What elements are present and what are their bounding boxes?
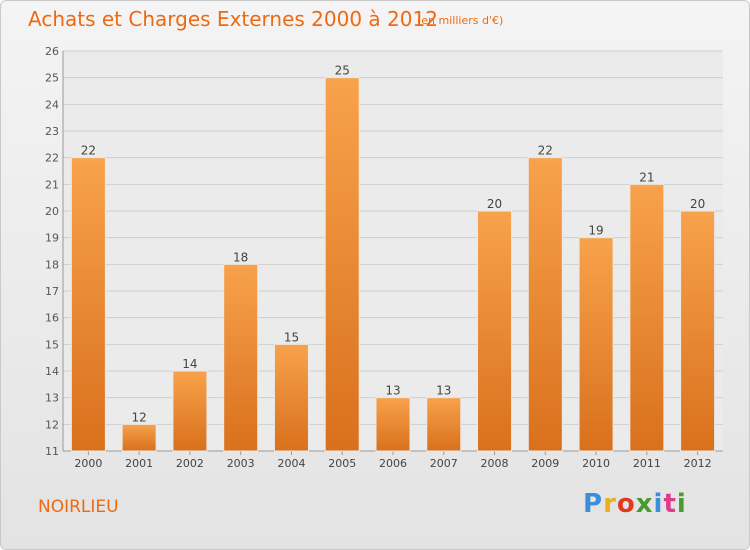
y-tick-label: 23 xyxy=(45,125,59,138)
bars xyxy=(70,77,716,452)
value-label: 15 xyxy=(284,330,299,344)
value-label: 14 xyxy=(182,357,197,371)
y-tick-label: 21 xyxy=(45,178,59,191)
y-tick-label: 11 xyxy=(45,445,59,458)
y-tick-label: 24 xyxy=(45,98,59,111)
y-tick-label: 19 xyxy=(45,232,59,245)
value-label: 25 xyxy=(335,64,350,78)
y-tick-label: 25 xyxy=(45,72,59,85)
value-label: 20 xyxy=(690,197,705,211)
y-tick-label: 22 xyxy=(45,152,59,165)
bar-2003 xyxy=(223,263,259,452)
x-tick-label: 2008 xyxy=(481,457,509,470)
value-label: 12 xyxy=(132,410,147,424)
bar-2001 xyxy=(121,423,157,452)
chart-subtitle: (en milliers d'€) xyxy=(417,14,504,27)
value-label: 13 xyxy=(436,384,451,398)
y-tick-label: 13 xyxy=(45,392,59,405)
x-tick-label: 2000 xyxy=(74,457,102,470)
y-tick-label: 26 xyxy=(45,45,59,58)
y-tick-label: 16 xyxy=(45,312,59,325)
proxiti-logo: Proxiti xyxy=(583,489,687,519)
bar-2010 xyxy=(578,237,614,452)
bar-2000 xyxy=(70,157,106,452)
value-label: 22 xyxy=(538,144,553,158)
y-tick-label: 17 xyxy=(45,285,59,298)
bar-2011 xyxy=(629,183,665,452)
location-name: NOIRLIEU xyxy=(38,497,119,517)
x-tick-label: 2011 xyxy=(633,457,661,470)
x-tick-label: 2005 xyxy=(328,457,356,470)
x-tick-label: 2001 xyxy=(125,457,153,470)
labels: 22 2000 12 2001 14 2002 18 2003 15 2004 25 2005 13 20… xyxy=(74,64,711,470)
x-tick-label: 2002 xyxy=(176,457,204,470)
bar-2008 xyxy=(477,210,513,452)
bar-2005 xyxy=(324,77,360,452)
x-tick-label: 2003 xyxy=(227,457,255,470)
value-label: 20 xyxy=(487,197,502,211)
value-label: 18 xyxy=(233,250,248,264)
y-tick-label: 12 xyxy=(45,418,59,431)
bar-2012 xyxy=(680,210,716,452)
y-tick-label: 15 xyxy=(45,338,59,351)
x-tick-label: 2012 xyxy=(684,457,712,470)
value-label: 13 xyxy=(385,384,400,398)
x-tick-label: 2009 xyxy=(531,457,559,470)
chart-title: Achats et Charges Externes 2000 à 2012 xyxy=(28,7,438,31)
value-label: 22 xyxy=(81,144,96,158)
value-label: 19 xyxy=(588,224,603,238)
bar-2009 xyxy=(527,157,563,452)
y-tick-label: 18 xyxy=(45,258,59,271)
x-tick-label: 2010 xyxy=(582,457,610,470)
bar-2006 xyxy=(375,397,411,452)
x-tick-label: 2006 xyxy=(379,457,407,470)
y-tick-label: 20 xyxy=(45,205,59,218)
bar-2007 xyxy=(426,397,462,452)
value-label: 21 xyxy=(639,170,654,184)
x-tick-label: 2004 xyxy=(277,457,305,470)
y-tick-label: 14 xyxy=(45,365,59,378)
x-tick-label: 2007 xyxy=(430,457,458,470)
bar-2002 xyxy=(172,370,208,452)
bar-2004 xyxy=(273,343,309,452)
